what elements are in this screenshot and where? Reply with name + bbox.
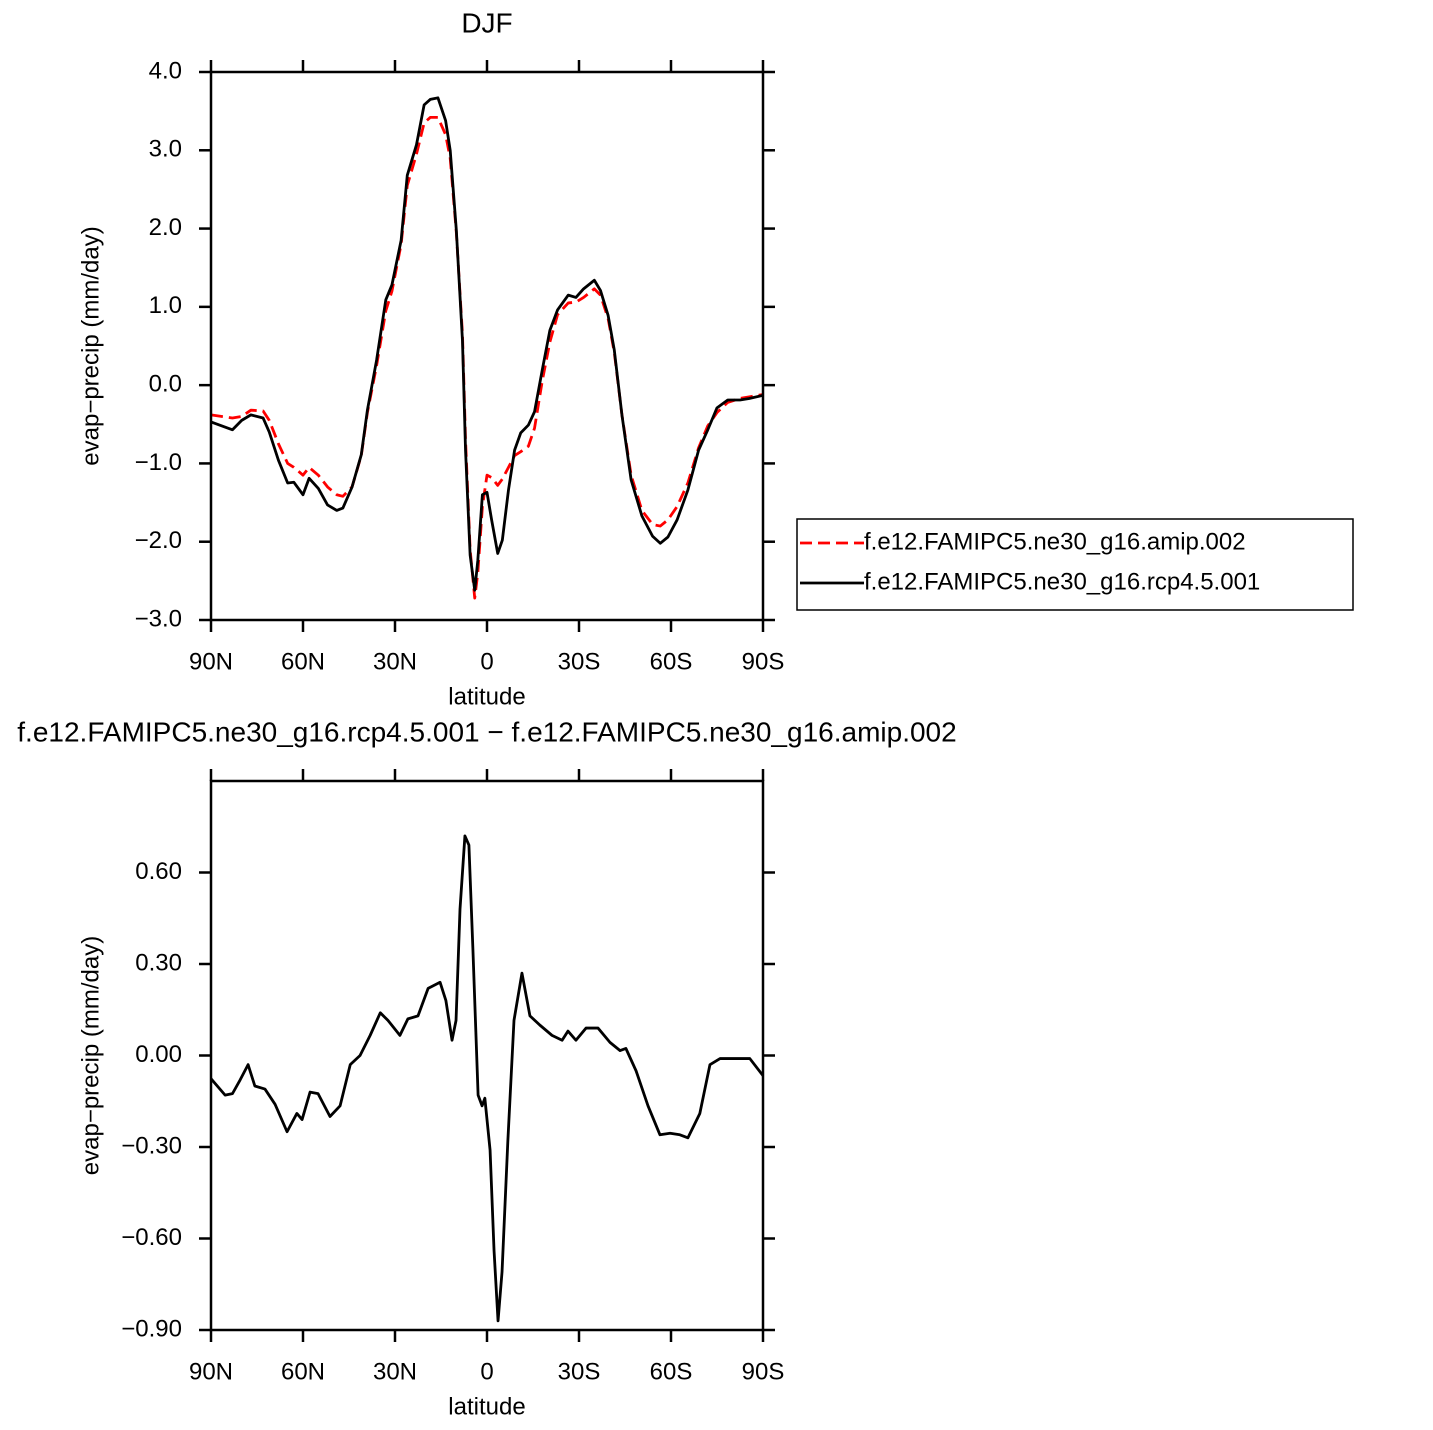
y-tick-label: 4.0 (149, 57, 182, 84)
x-tick-label: 30S (558, 648, 601, 675)
x-tick-label: 0 (480, 1358, 493, 1385)
x-tick-label: 90N (189, 1358, 233, 1385)
y-tick-label: 2.0 (149, 214, 182, 241)
x-axis-label: latitude (448, 683, 525, 710)
x-tick-label: 90S (742, 648, 785, 675)
x-tick-label: 30S (558, 1358, 601, 1385)
x-tick-label: 30N (373, 1358, 417, 1385)
plot-frame (209, 779, 765, 1332)
y-tick-label: −0.30 (121, 1132, 182, 1159)
plot-frame (209, 70, 765, 622)
data-line (210, 96, 764, 592)
x-tick-label: 0 (480, 648, 493, 675)
y-axis-label: evap−precip (mm/day) (77, 936, 104, 1175)
y-tick-label: 0.60 (135, 858, 182, 885)
y-tick-label: −1.0 (135, 449, 182, 476)
y-tick-label: 0.30 (135, 949, 182, 976)
legend-box (796, 518, 1354, 611)
y-tick-label: −3.0 (135, 605, 182, 632)
y-tick-label: 3.0 (149, 136, 182, 163)
legend-label: f.e12.FAMIPC5.ne30_g16.rcp4.5.001 (864, 568, 1260, 595)
y-tick-label: −2.0 (135, 527, 182, 554)
x-tick-label: 90N (189, 648, 233, 675)
x-tick-label: 60N (281, 648, 325, 675)
y-tick-label: 1.0 (149, 292, 182, 319)
legend-label: f.e12.FAMIPC5.ne30_g16.amip.002 (864, 528, 1246, 555)
y-tick-label: −0.90 (121, 1315, 182, 1342)
chart-title: f.e12.FAMIPC5.ne30_g16.rcp4.5.001 − f.e1… (17, 716, 956, 747)
y-tick-label: 0.0 (149, 370, 182, 397)
y-tick-label: 0.00 (135, 1041, 182, 1068)
x-tick-label: 60S (650, 1358, 693, 1385)
x-tick-label: 60S (650, 648, 693, 675)
y-tick-label: −0.60 (121, 1224, 182, 1251)
x-axis-label: latitude (448, 1393, 525, 1420)
y-axis-label: evap−precip (mm/day) (77, 226, 104, 465)
data-line (210, 116, 764, 600)
x-tick-label: 30N (373, 648, 417, 675)
data-line (209, 834, 765, 1323)
x-tick-label: 60N (281, 1358, 325, 1385)
chart-title: DJF (461, 7, 512, 38)
x-tick-label: 90S (742, 1358, 785, 1385)
